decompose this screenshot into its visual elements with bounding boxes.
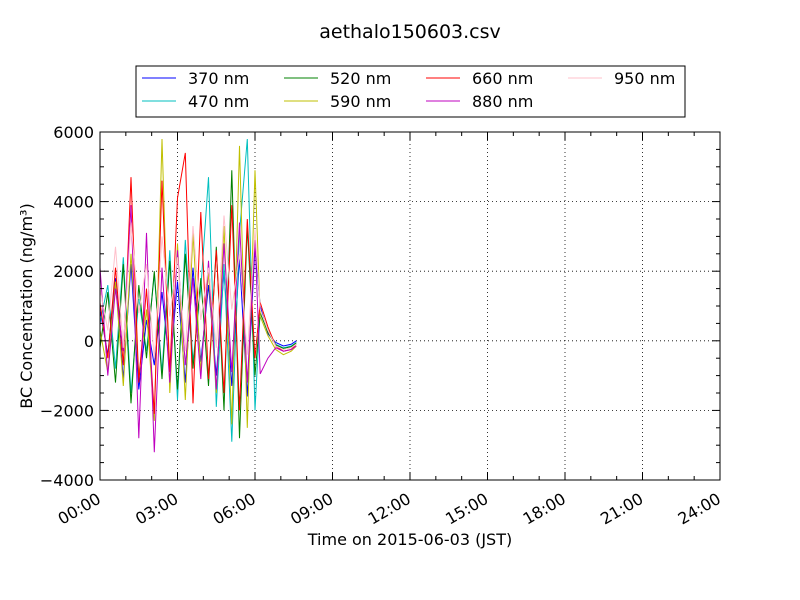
legend-label: 950 nm bbox=[614, 69, 675, 88]
legend-label: 590 nm bbox=[330, 92, 391, 111]
y-tick-label: −2000 bbox=[40, 401, 94, 420]
y-axis-label: BC Concentration (ng/m³) bbox=[17, 203, 36, 408]
legend-label: 520 nm bbox=[330, 69, 391, 88]
series-layer bbox=[99, 138, 297, 453]
grid-lines bbox=[100, 132, 720, 480]
plot-frame bbox=[99, 131, 721, 481]
x-axis-label: Time on 2015-06-03 (JST) bbox=[307, 530, 512, 549]
legend-label: 470 nm bbox=[188, 92, 249, 111]
y-tick-label: 0 bbox=[84, 332, 94, 351]
chart-title: aethalo150603.csv bbox=[319, 21, 501, 43]
series-line-880-nm bbox=[99, 205, 297, 453]
legend-label: 370 nm bbox=[188, 69, 249, 88]
y-tick-label: 6000 bbox=[53, 123, 94, 142]
series-line-950-nm bbox=[99, 215, 297, 359]
series-line-660-nm bbox=[99, 152, 297, 414]
legend-label: 660 nm bbox=[472, 69, 533, 88]
series-line-520-nm bbox=[99, 170, 297, 439]
y-tick-label: 4000 bbox=[53, 193, 94, 212]
legend-frame bbox=[135, 65, 686, 118]
legend-label: 880 nm bbox=[472, 92, 533, 111]
y-tick-label: −4000 bbox=[40, 471, 94, 490]
y-tick-label: 2000 bbox=[53, 262, 94, 281]
legend: 370 nm 470 nm 520 nm 590 nm 660 nm 880 nm 950 … bbox=[135, 65, 686, 118]
